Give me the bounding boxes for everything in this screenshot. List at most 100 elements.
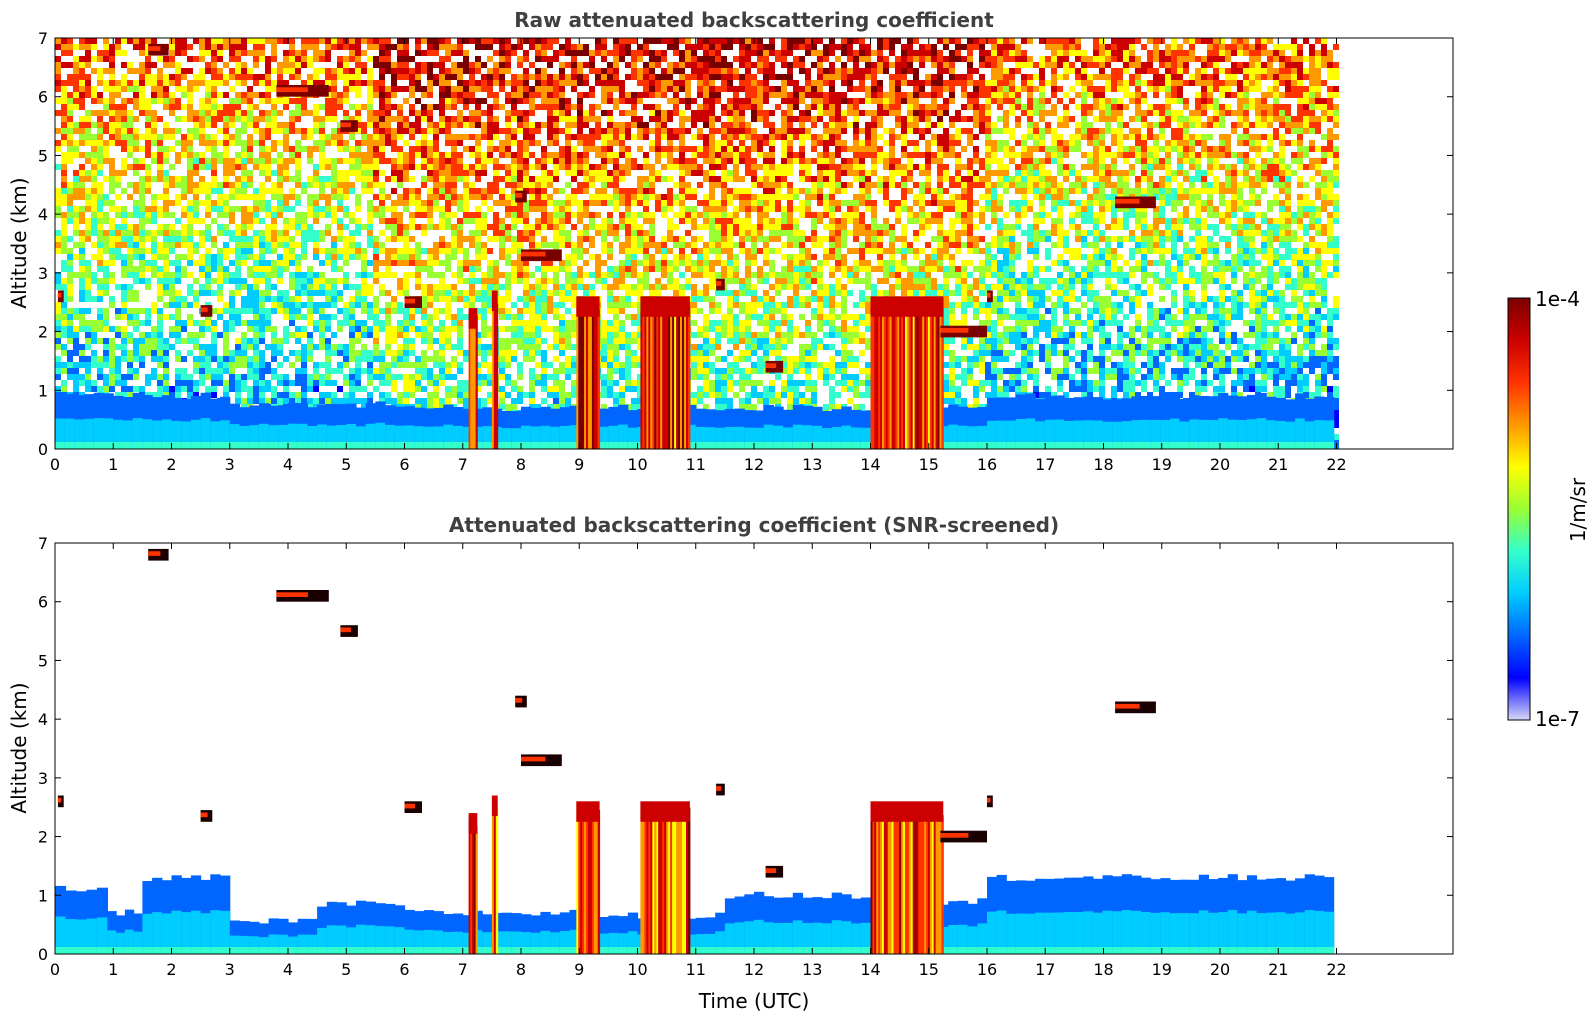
noise-cell xyxy=(229,104,235,110)
noise-cell xyxy=(1213,86,1219,92)
noise-cell xyxy=(1279,158,1285,164)
noise-cell xyxy=(757,110,763,116)
noise-cell xyxy=(811,212,817,218)
noise-cell xyxy=(1045,38,1051,44)
noise-cell xyxy=(193,200,199,206)
noise-cell xyxy=(787,164,793,170)
noise-cell xyxy=(937,134,943,140)
noise-cell xyxy=(349,38,355,44)
noise-cell xyxy=(1243,38,1249,44)
noise-cell xyxy=(1111,56,1117,62)
noise-cell xyxy=(1153,218,1159,224)
noise-cell xyxy=(967,68,973,74)
noise-cell xyxy=(1207,56,1213,62)
noise-cell xyxy=(61,218,67,224)
noise-cell xyxy=(193,86,199,92)
noise-cell xyxy=(745,200,751,206)
noise-cell xyxy=(589,140,595,146)
noise-cell xyxy=(787,44,793,50)
noise-cell xyxy=(565,146,571,152)
noise-cell xyxy=(151,212,157,218)
noise-cell xyxy=(595,104,601,110)
noise-cell xyxy=(415,74,421,80)
noise-cell xyxy=(1159,62,1165,68)
noise-cell xyxy=(61,116,67,122)
noise-cell xyxy=(1069,188,1075,194)
noise-cell xyxy=(307,194,313,200)
noise-cell xyxy=(985,98,991,104)
noise-cell xyxy=(559,44,565,50)
noise-cell xyxy=(1309,44,1315,50)
noise-cell xyxy=(727,74,733,80)
noise-cell xyxy=(1147,56,1153,62)
noise-cell xyxy=(211,74,217,80)
noise-cell xyxy=(259,44,265,50)
noise-cell xyxy=(163,98,169,104)
noise-cell xyxy=(1333,44,1339,50)
noise-cell xyxy=(877,182,883,188)
noise-cell xyxy=(919,200,925,206)
noise-cell xyxy=(1135,80,1141,86)
noise-cell xyxy=(823,80,829,86)
noise-cell xyxy=(91,152,97,158)
noise-cell xyxy=(1099,140,1105,146)
noise-cell xyxy=(217,158,223,164)
noise-cell xyxy=(1315,182,1321,188)
noise-cell xyxy=(199,68,205,74)
noise-cell xyxy=(115,122,121,128)
noise-cell xyxy=(565,194,571,200)
noise-cell xyxy=(757,212,763,218)
noise-cell xyxy=(1105,104,1111,110)
noise-cell xyxy=(67,44,73,50)
noise-cell xyxy=(751,182,757,188)
noise-cell xyxy=(1177,56,1183,62)
noise-cell xyxy=(691,164,697,170)
noise-cell xyxy=(703,110,709,116)
noise-cell xyxy=(1021,200,1027,206)
noise-cell xyxy=(445,206,451,212)
noise-cell xyxy=(517,170,523,176)
noise-cell xyxy=(565,140,571,146)
noise-cell xyxy=(547,140,553,146)
noise-cell xyxy=(313,122,319,128)
noise-cell xyxy=(337,128,343,134)
noise-cell xyxy=(643,62,649,68)
noise-cell xyxy=(613,200,619,206)
noise-cell xyxy=(805,200,811,206)
noise-cell xyxy=(691,212,697,218)
noise-cell xyxy=(253,206,259,212)
noise-cell xyxy=(457,38,463,44)
noise-cell xyxy=(649,80,655,86)
noise-cell xyxy=(781,152,787,158)
noise-cell xyxy=(1321,182,1327,188)
noise-cell xyxy=(1183,38,1189,44)
noise-cell xyxy=(403,176,409,182)
noise-cell xyxy=(523,218,529,224)
noise-cell xyxy=(1111,134,1117,140)
noise-cell xyxy=(1015,68,1021,74)
noise-cell xyxy=(673,98,679,104)
noise-cell xyxy=(415,200,421,206)
noise-cell xyxy=(175,50,181,56)
noise-cell xyxy=(529,194,535,200)
noise-cell xyxy=(877,62,883,68)
noise-cell xyxy=(883,38,889,44)
noise-cell xyxy=(247,206,253,212)
noise-cell xyxy=(955,152,961,158)
noise-cell xyxy=(61,80,67,86)
noise-cell xyxy=(415,98,421,104)
noise-cell xyxy=(145,188,151,194)
noise-cell xyxy=(73,86,79,92)
noise-cell xyxy=(127,68,133,74)
noise-cell xyxy=(787,200,793,206)
noise-cell xyxy=(877,188,883,194)
noise-cell xyxy=(1195,134,1201,140)
noise-cell xyxy=(217,56,223,62)
noise-cell xyxy=(751,80,757,86)
noise-cell xyxy=(727,80,733,86)
noise-cell xyxy=(655,74,661,80)
noise-cell xyxy=(163,104,169,110)
noise-cell xyxy=(217,212,223,218)
noise-cell xyxy=(313,44,319,50)
noise-cell xyxy=(439,38,445,44)
